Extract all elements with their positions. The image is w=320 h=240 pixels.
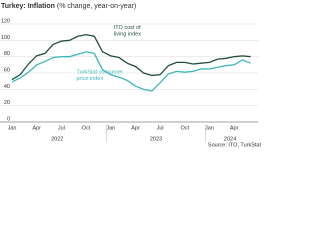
chart-title: Turkey: Inflation (% change, year-on-yea… <box>1 3 136 10</box>
x-tick-label: Jul <box>58 125 65 131</box>
series-label-line: living index <box>114 32 141 38</box>
series-label-line: price index <box>77 77 104 83</box>
x-tick-label: Jan <box>205 125 214 131</box>
series-label: ITO cost of living index <box>114 25 141 37</box>
subtitle: (% change, year-on-year) <box>57 3 136 10</box>
y-tick-label: 60 <box>4 67 10 73</box>
source: Source: ITO, TurkStat <box>208 142 262 148</box>
x-tick-label: Jul <box>157 125 164 131</box>
x-tick-label: Apr <box>230 125 239 131</box>
y-tick-label: 0 <box>7 116 10 122</box>
line <box>11 51 251 92</box>
year-label: 2024 <box>224 136 236 142</box>
series-label-line: TurkStat consumer <box>77 70 123 76</box>
x-tick-label: Jan <box>106 125 115 131</box>
chart: Turkey: Inflation (% change, year-on-yea… <box>0 3 262 148</box>
x-tick-label: Apr <box>32 125 41 131</box>
title-main: Turkey: Inflation <box>1 3 55 10</box>
y-tick-label: 80 <box>4 51 10 57</box>
series-label: TurkStat consumer price index <box>77 70 123 83</box>
x-tick-label: Apr <box>131 125 140 131</box>
line <box>11 33 251 81</box>
year-label: 2023 <box>150 136 162 142</box>
x-tick-label: Jan <box>8 125 17 131</box>
year-label: 2022 <box>51 136 63 142</box>
y-tick-label: 40 <box>4 84 10 90</box>
x-tick-label: Oct <box>82 125 91 131</box>
y-tick-label: 20 <box>4 100 10 106</box>
y-tick-label: 120 <box>1 18 10 24</box>
x-tick-label: Oct <box>181 125 190 131</box>
series-label-line: ITO cost of <box>114 25 141 31</box>
y-tick-label: 100 <box>1 35 10 41</box>
